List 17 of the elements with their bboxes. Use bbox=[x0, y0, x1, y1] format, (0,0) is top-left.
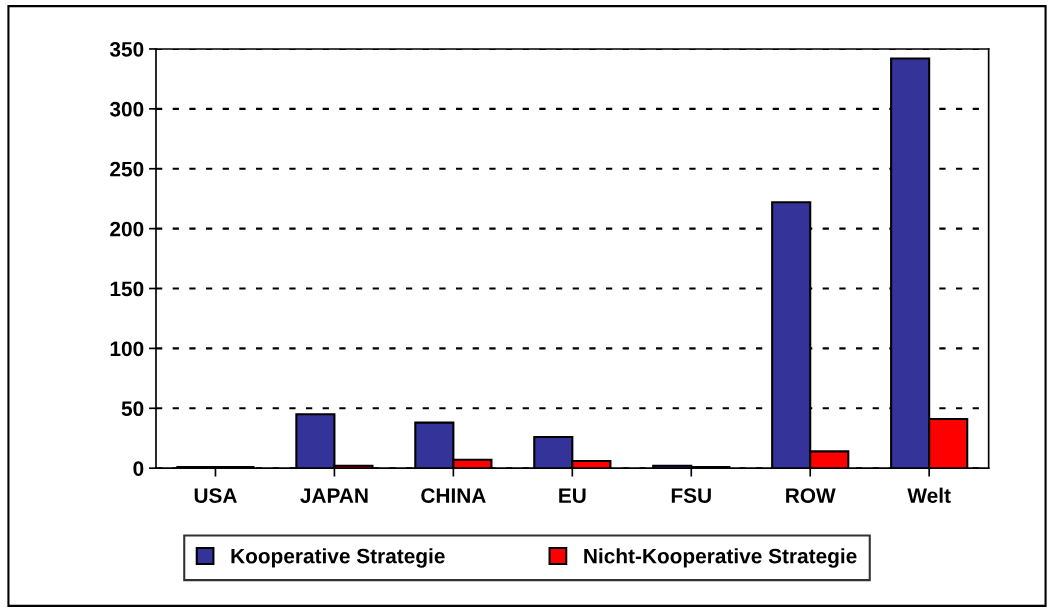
x-tick-label: FSU bbox=[671, 488, 711, 503]
y-tick-label: 250 bbox=[110, 161, 144, 177]
x-tick-label: Welt bbox=[907, 487, 951, 503]
y-tick-label: 50 bbox=[121, 401, 144, 417]
legend-label: Kooperative Strategie bbox=[231, 548, 445, 568]
y-tick-label: 200 bbox=[110, 221, 144, 237]
x-tick-label: EU bbox=[559, 488, 586, 503]
x-tick-label: USA bbox=[194, 488, 237, 503]
y-tick-label: 100 bbox=[110, 341, 144, 357]
y-tick-label: 0 bbox=[133, 461, 144, 476]
y-tick-label: 150 bbox=[110, 281, 144, 297]
x-tick-label: JAPAN bbox=[300, 488, 368, 503]
x-tick-label: ROW bbox=[786, 488, 836, 503]
legend-label: Nicht-Kooperative Strategie bbox=[584, 548, 857, 568]
y-tick-label: 350 bbox=[109, 41, 144, 57]
x-tick-label: CHINA bbox=[421, 488, 486, 503]
y-tick-label: 300 bbox=[109, 101, 144, 117]
